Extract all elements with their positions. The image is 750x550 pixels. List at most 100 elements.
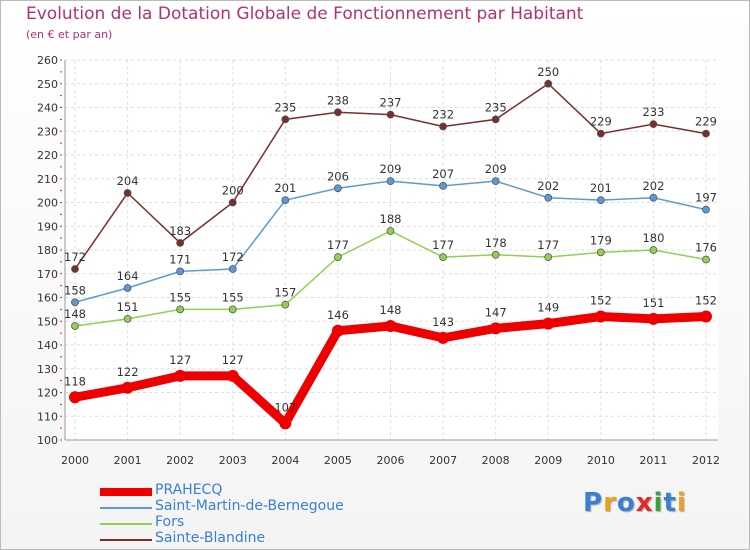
data-point	[439, 253, 447, 262]
data-label: 177	[537, 238, 559, 252]
data-point	[489, 322, 502, 335]
y-tick-label: 130	[37, 363, 58, 376]
x-tick-label: 2000	[61, 454, 89, 467]
data-label: 200	[222, 184, 244, 198]
data-label: 188	[380, 212, 402, 226]
data-label: 238	[327, 93, 349, 107]
x-tick-label: 2005	[324, 454, 352, 467]
data-label: 204	[117, 174, 139, 188]
data-label: 155	[222, 290, 244, 304]
data-point	[702, 129, 710, 138]
data-point	[647, 312, 660, 325]
data-label: 152	[590, 294, 612, 308]
data-label: 122	[117, 365, 139, 379]
data-point	[544, 79, 553, 88]
data-point	[69, 391, 81, 404]
x-tick-label: 2006	[377, 454, 405, 467]
legend-label: Fors	[155, 514, 185, 530]
data-point	[334, 184, 342, 193]
data-point	[176, 238, 185, 247]
data-label: 229	[695, 115, 717, 129]
data-point	[386, 227, 395, 235]
data-point	[596, 248, 605, 257]
data-label: 183	[169, 224, 191, 238]
data-label: 235	[485, 100, 507, 114]
data-label: 209	[485, 162, 507, 176]
data-label: 177	[327, 238, 349, 252]
data-label: 176	[695, 241, 717, 255]
y-tick-label: 160	[37, 292, 58, 305]
x-tick-label: 2007	[429, 454, 457, 467]
x-tick-label: 2004	[271, 454, 299, 467]
x-tick-label: 2011	[639, 454, 667, 467]
data-point	[279, 417, 292, 430]
data-point	[71, 322, 79, 330]
data-label: 172	[64, 250, 86, 264]
data-label: 151	[117, 300, 139, 314]
data-label: 202	[642, 179, 664, 193]
data-point	[491, 250, 500, 259]
legend-swatch	[100, 523, 152, 525]
data-point	[544, 253, 553, 262]
chart-subtitle: (en € et par an)	[26, 28, 113, 41]
y-tick-label: 240	[37, 102, 58, 115]
legend-label: Sainte-Blandine	[155, 530, 266, 546]
data-label: 201	[274, 181, 296, 195]
data-point	[71, 265, 79, 273]
data-point	[334, 253, 342, 262]
y-tick-label: 110	[37, 410, 58, 423]
y-tick-label: 210	[37, 173, 58, 186]
legend-swatch	[100, 539, 152, 541]
legend-label: PRAHECQ	[155, 482, 223, 498]
data-point	[176, 305, 185, 314]
legend-label: Saint-Martin-de-Bernegoue	[155, 498, 344, 514]
x-tick-label: 2010	[587, 454, 615, 467]
data-point	[594, 310, 607, 323]
y-tick-label: 200	[37, 197, 58, 210]
data-point	[228, 265, 237, 273]
data-point	[544, 193, 553, 202]
data-label: 151	[642, 296, 664, 310]
data-point	[649, 246, 658, 254]
y-tick-label: 150	[37, 315, 58, 328]
data-point	[386, 110, 395, 119]
data-point	[437, 331, 450, 344]
data-label: 157	[274, 286, 296, 300]
chart-title: Evolution de la Dotation Globale de Fonc…	[26, 4, 584, 24]
data-label: 179	[590, 233, 612, 247]
y-tick-label: 260	[37, 54, 58, 67]
x-tick-label: 2012	[692, 454, 720, 467]
data-point	[331, 324, 344, 337]
x-tick-label: 2001	[114, 454, 142, 467]
data-label: 171	[169, 252, 191, 266]
data-point	[176, 267, 185, 276]
data-point	[334, 108, 342, 117]
data-label: 158	[64, 283, 86, 297]
data-label: 118	[64, 374, 86, 388]
y-tick-label: 140	[37, 339, 58, 352]
data-point	[439, 122, 447, 131]
data-point	[123, 284, 132, 292]
data-point	[386, 177, 395, 186]
x-tick-label: 2002	[166, 454, 194, 467]
data-point	[702, 255, 710, 264]
data-point	[174, 369, 187, 382]
y-tick-label: 100	[37, 434, 58, 447]
data-point	[702, 205, 710, 214]
data-label: 178	[485, 236, 507, 250]
data-label: 155	[169, 290, 191, 304]
data-point	[281, 196, 290, 205]
data-point	[384, 320, 397, 332]
data-point	[228, 198, 237, 207]
data-point	[123, 189, 132, 197]
legend-swatch	[100, 507, 152, 509]
y-tick-label: 250	[37, 78, 58, 91]
y-tick-label: 170	[37, 268, 58, 281]
data-point	[226, 369, 239, 382]
legend-swatch	[100, 488, 152, 496]
data-label: 127	[169, 353, 191, 367]
data-point	[123, 314, 132, 323]
y-tick-label: 120	[37, 387, 58, 400]
data-label: 232	[432, 108, 454, 122]
y-tick-label: 180	[37, 244, 58, 257]
